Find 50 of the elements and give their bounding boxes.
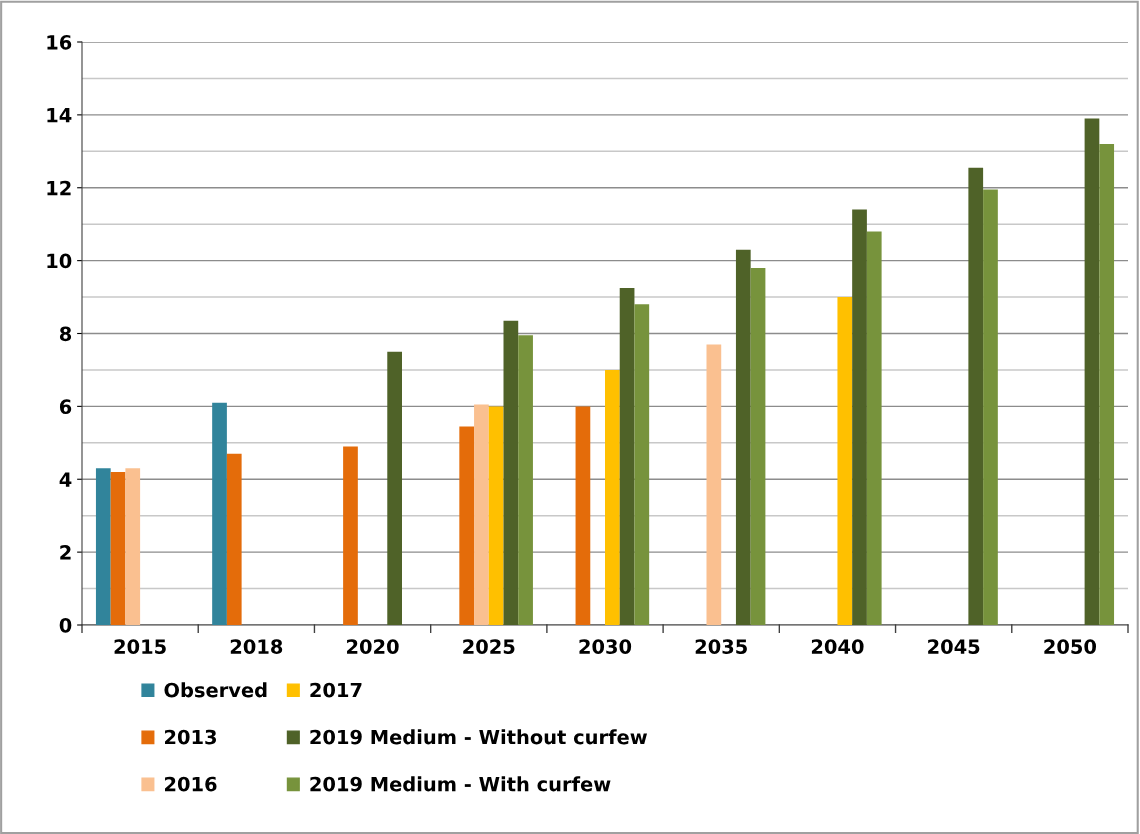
bar [125, 468, 141, 625]
bar [518, 335, 533, 625]
x-tick-label: 2050 [1044, 639, 1097, 654]
bar [387, 351, 402, 625]
bar [226, 453, 242, 625]
x-tick-label: 2020 [347, 639, 399, 654]
bar [1084, 118, 1100, 625]
legend-label: 2017 [310, 682, 362, 698]
bar [983, 189, 998, 625]
legend-label: 2016 [165, 776, 217, 792]
y-tick-label: 8 [59, 326, 72, 342]
y-tick-label: 16 [47, 34, 72, 50]
bar [866, 231, 882, 625]
legend-label: 2019 Medium - With curfew [310, 776, 611, 792]
x-tick-label: 2035 [695, 639, 747, 654]
bar [605, 369, 620, 625]
y-tick-label: 2 [60, 545, 71, 560]
x-tick-label: 2018 [230, 639, 283, 654]
x-tick-label: 2045 [928, 639, 980, 654]
bar [634, 304, 650, 625]
legend-label: 2019 Medium - Without curfew [310, 729, 648, 745]
bar [459, 426, 475, 625]
y-tick-label: 12 [47, 180, 71, 196]
x-tick-label: 2025 [463, 639, 515, 654]
x-tick-label: 2040 [811, 639, 864, 654]
bar [503, 320, 519, 625]
bar [1099, 144, 1115, 625]
bar [488, 406, 504, 625]
bar [95, 468, 111, 625]
bar [575, 406, 591, 625]
bar [750, 267, 766, 625]
y-tick-label: 14 [47, 108, 72, 123]
x-tick-label: 2030 [579, 639, 632, 654]
y-tick-label: 10 [47, 253, 72, 269]
bar [110, 471, 126, 625]
bar [852, 209, 867, 625]
y-tick-label: 0 [59, 617, 72, 633]
bar [735, 249, 751, 625]
bar [837, 297, 853, 625]
legend-label: 2013 [165, 729, 217, 745]
y-tick-label: 6 [59, 399, 72, 415]
y-tick-label: 4 [59, 472, 72, 487]
bar [619, 287, 635, 625]
x-tick-label: 2015 [114, 639, 166, 654]
bar [212, 402, 227, 625]
legend-label: Observed [164, 682, 267, 698]
bar [968, 167, 984, 625]
bar [343, 446, 358, 625]
bar [706, 344, 722, 625]
bar [474, 404, 489, 625]
